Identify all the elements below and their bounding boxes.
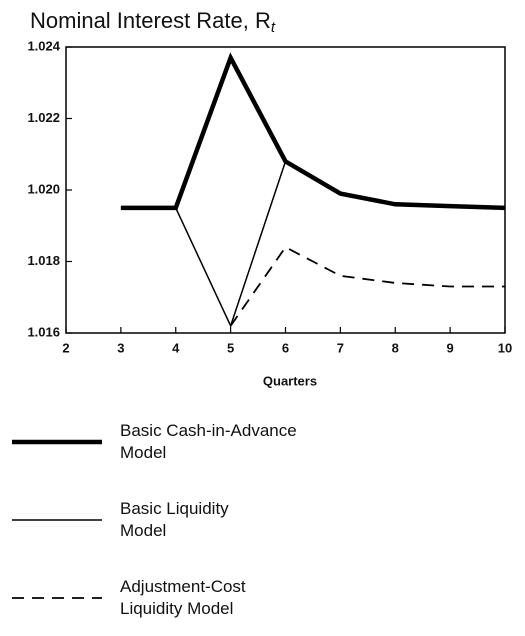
x-tick-label: 2: [62, 340, 69, 355]
legend-item: Adjustment-Cost Liquidity Model: [0, 576, 525, 636]
x-tick-label: 9: [447, 340, 454, 355]
legend-label: Basic Liquidity Model: [120, 499, 229, 540]
series-line: [120, 160, 506, 328]
x-tick-label: 3: [117, 340, 124, 355]
chart: Nominal Interest Rate, Rt Quarters 1.016…: [27, 8, 512, 389]
x-tick-label: 5: [227, 340, 234, 355]
x-axis-label: Quarters: [263, 373, 317, 388]
y-tick-label: 1.024: [27, 38, 60, 53]
y-tick-label: 1.022: [27, 110, 60, 125]
legend-label: Adjustment-Cost Liquidity Model: [120, 577, 246, 618]
title-text: Nominal Interest Rate, R: [30, 8, 271, 33]
chart-title: Nominal Interest Rate, Rt: [30, 8, 276, 36]
legend-label: Basic Cash-in-Advance Model: [120, 421, 297, 462]
x-tick-label: 10: [498, 340, 512, 355]
series-line: [229, 246, 505, 327]
y-tick-label: 1.016: [27, 324, 60, 339]
y-tick-label: 1.018: [27, 253, 60, 268]
legend-item: Basic Liquidity Model: [0, 498, 525, 558]
title-subscript: t: [271, 19, 276, 36]
plot-frame: [65, 46, 506, 334]
y-tick-label: 1.020: [27, 181, 60, 196]
page: Nominal Interest Rate, Rt Quarters 1.016…: [0, 8, 525, 618]
x-tick-label: 6: [282, 340, 289, 355]
legend-swatch: [12, 597, 102, 599]
x-tick-label: 7: [337, 340, 344, 355]
x-tick-label: 8: [392, 340, 399, 355]
legend-item: Basic Cash-in-Advance Model: [0, 420, 525, 480]
x-tick-label: 4: [172, 340, 180, 355]
series-line: [120, 52, 506, 211]
legend-swatch: [12, 439, 102, 445]
legend-swatch: [12, 519, 102, 521]
